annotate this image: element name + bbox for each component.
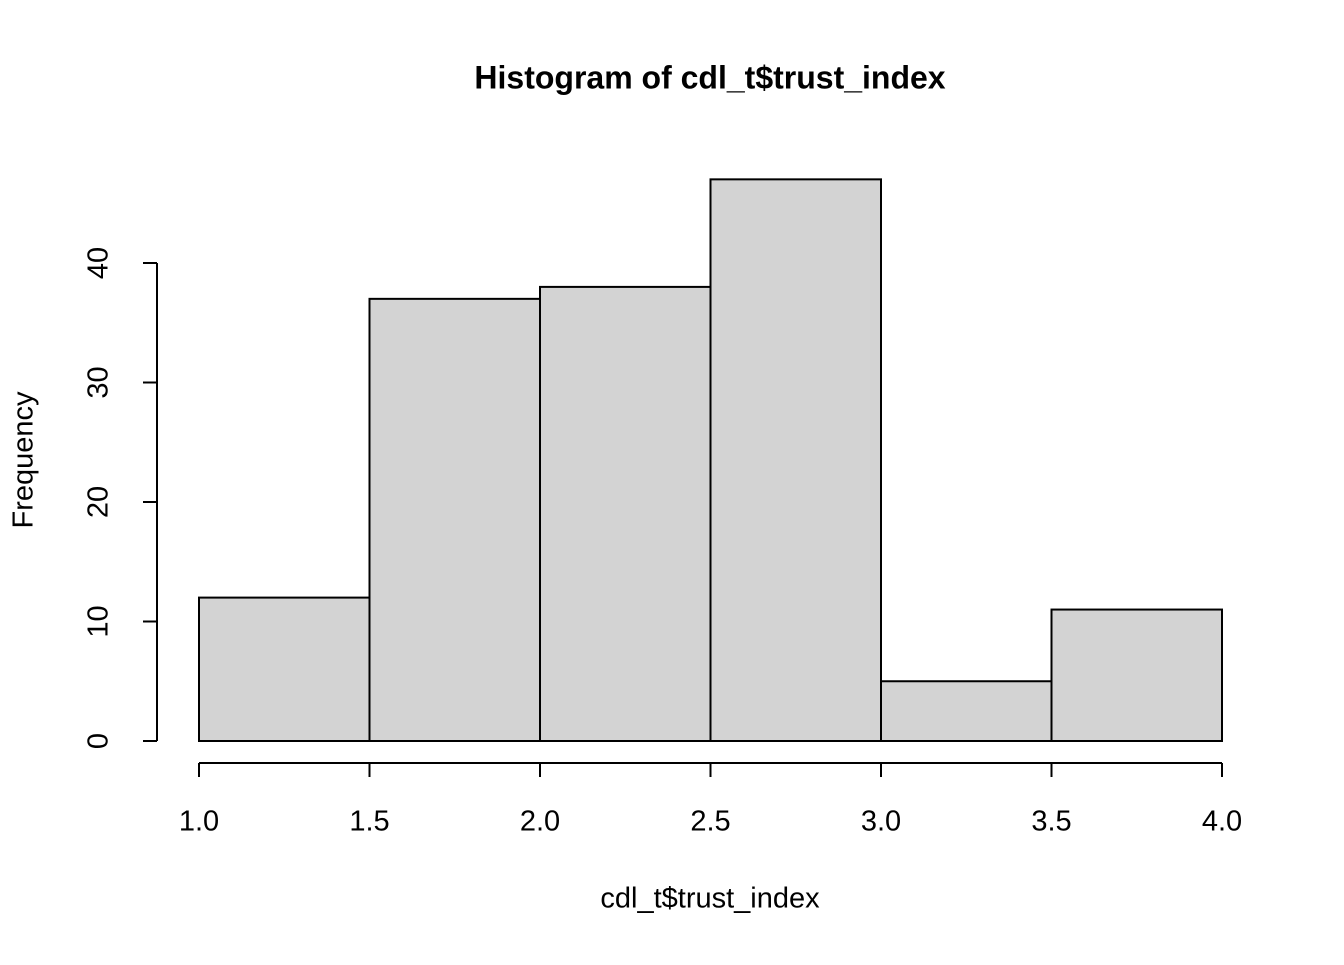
- bar: [880, 680, 1053, 742]
- bar: [368, 297, 541, 742]
- x-tick-label: 2.5: [690, 806, 730, 838]
- bar: [709, 178, 882, 743]
- x-tick-label: 4.0: [1202, 806, 1242, 838]
- y-tick-label: 20: [83, 486, 115, 518]
- chart-title: Histogram of cdl_t$trust_index: [474, 59, 945, 95]
- y-tick-label: 10: [83, 605, 115, 637]
- x-tick-label: 2.0: [520, 806, 560, 838]
- bar: [539, 285, 712, 742]
- bar: [198, 596, 371, 742]
- x-tick-label: 1.0: [179, 806, 219, 838]
- x-tick-label: 3.0: [861, 806, 901, 838]
- y-tick-label: 0: [83, 733, 115, 749]
- y-tick-label: 30: [83, 366, 115, 398]
- y-axis-label: Frequency: [8, 391, 40, 529]
- x-tick-label: 1.5: [349, 806, 389, 838]
- x-tick-label: 3.5: [1031, 806, 1071, 838]
- x-axis-label: cdl_t$trust_index: [600, 883, 820, 915]
- y-tick-label: 40: [83, 247, 115, 279]
- bar: [1050, 608, 1223, 742]
